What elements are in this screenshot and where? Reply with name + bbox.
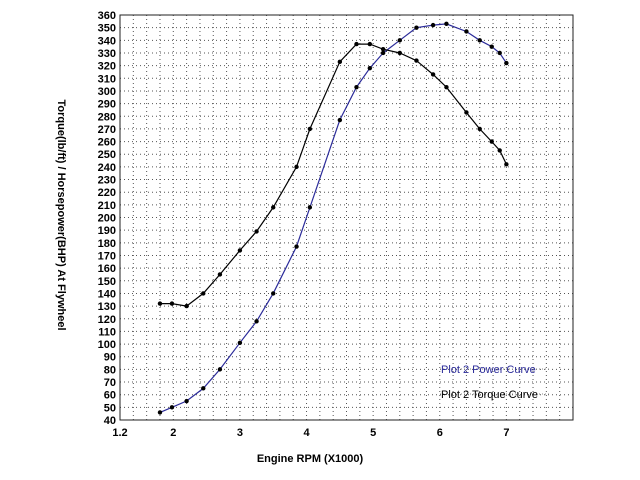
x-tick-label: 4 [303,427,310,439]
y-tick-label: 280 [98,111,116,123]
y-tick-label: 300 [98,86,116,98]
torque-curve-point [184,303,189,309]
y-tick-label: 250 [98,149,116,161]
legend-power-label: Plot 2 Power Curve [441,364,536,376]
y-tick-label: 260 [98,137,116,149]
torque-curve-point [237,248,243,253]
y-tick-label: 170 [98,250,116,262]
y-tick-label: 140 [98,288,116,300]
x-tick-label: 5 [370,427,376,439]
x-tick-label: 2 [170,427,176,439]
torque-curve-point [254,229,259,234]
power-curve-point [294,244,299,249]
power-curve-point [464,29,469,34]
y-tick-label: 60 [104,390,116,402]
torque-curve-point [201,291,206,296]
y-tick-label: 240 [98,162,116,174]
power-curve-point [489,44,494,49]
torque-curve-point [444,84,449,90]
torque-curve-point [504,162,509,167]
y-tick-label: 220 [98,187,116,199]
y-tick-label: 150 [98,276,116,288]
torque-curve-point [367,41,373,47]
y-tick-label: 330 [98,48,116,60]
y-tick-label: 200 [98,213,116,225]
legend-torque-label: Plot 2 Torque Curve [441,389,538,401]
power-curve-point [157,410,163,415]
torque-curve-point [337,59,343,65]
x-tick-label: 1.2 [112,427,127,439]
torque-curve-point [157,301,163,306]
power-curve-point [367,65,373,71]
torque-curve-point [380,46,386,52]
x-tick-label: 6 [437,427,443,439]
x-axis-title: Engine RPM (X1000) [257,453,364,465]
torque-curve-point [271,205,276,210]
y-tick-label: 90 [104,352,116,364]
y-tick-label: 360 [98,10,116,22]
torque-curve-point [397,50,402,56]
y-tick-label: 340 [98,35,116,47]
power-curve-point [237,340,243,345]
y-tick-label: 80 [104,364,116,376]
power-curve-point [354,84,359,90]
y-tick-label: 210 [98,200,116,212]
power-curve-point [444,21,449,27]
power-curve-point [217,367,223,372]
y-tick-label: 230 [98,175,116,187]
y-tick-label: 110 [98,326,116,338]
torque-curve-point [430,72,436,77]
power-curve-point [504,60,509,66]
power-curve-point [271,291,276,296]
legend: Plot 2 Power Curve Plot 2 Torque Curve [440,364,551,401]
power-curve-point [184,398,189,404]
series-layer [157,21,509,415]
y-tick-label: 120 [98,314,116,326]
torque-curve-point [307,126,313,132]
y-tick-label: 310 [98,73,116,85]
torque-curve-point [497,148,502,153]
y-tick-label: 190 [98,225,116,237]
y-axis-title: Torque(lb/ft) / Horsepower(BHP) At Flywh… [55,99,67,330]
torque-curve-point [464,110,469,115]
y-tick-label: 40 [104,415,116,427]
y-tick-label: 160 [98,263,116,275]
torque-curve-point [294,164,299,170]
power-curve-point [201,386,206,391]
power-curve-point [380,50,386,56]
torque-curve-point [354,41,359,47]
y-tick-label: 180 [98,238,116,250]
power-curve-point [414,25,419,30]
power-curve-point [337,117,343,123]
y-tick-label: 50 [104,402,116,414]
y-tick-label: 320 [98,61,116,73]
y-tick-label: 350 [98,23,116,35]
power-curve-point [477,38,482,43]
power-curve-point [254,319,259,324]
power-curve-point [397,38,402,43]
x-tick-label: 7 [503,427,509,439]
y-tick-label: 270 [98,124,116,136]
y-tick-label: 130 [98,301,116,313]
y-tick-label: 100 [98,339,116,351]
power-curve-point [497,50,502,56]
torque-curve-point [217,272,223,277]
power-curve-point [430,22,436,28]
power-curve-point [169,405,175,410]
power-curve-point [307,205,313,210]
y-tick-label: 290 [98,99,116,111]
x-axis-ticks: 1.2 2 3 4 5 6 7 [112,427,509,439]
y-axis-ticks: 4050607080901001101201301401501601701801… [98,10,116,427]
y-tick-label: 70 [104,377,116,389]
torque-curve-point [489,139,494,144]
torque-curve-point [477,126,482,132]
plot-border [119,14,574,421]
torque-curve-point [169,301,175,306]
x-tick-label: 3 [237,427,243,439]
torque-curve-point [414,58,419,63]
